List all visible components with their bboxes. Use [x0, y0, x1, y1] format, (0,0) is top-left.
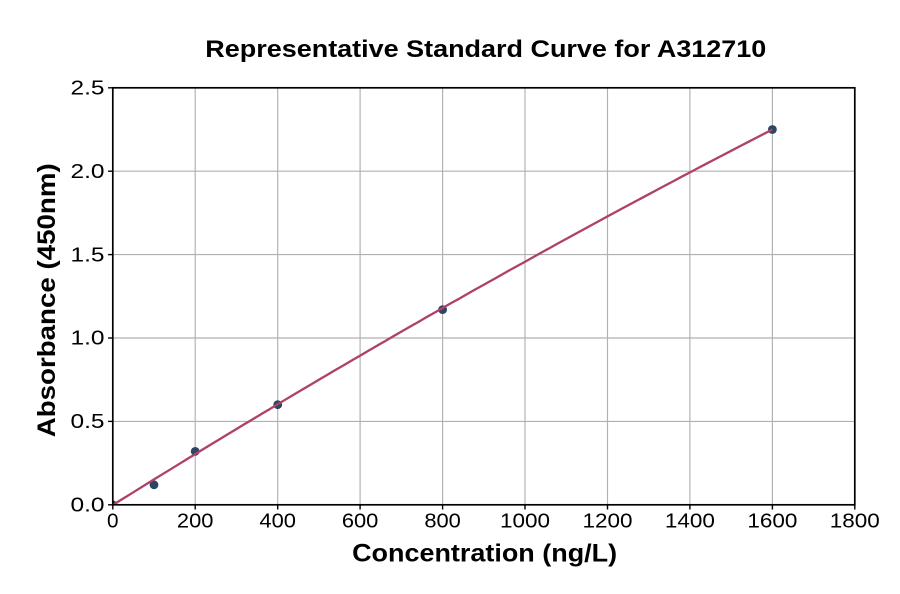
svg-text:400: 400	[259, 510, 296, 532]
svg-text:0.5: 0.5	[71, 411, 105, 433]
svg-text:0: 0	[107, 510, 119, 532]
svg-text:600: 600	[342, 510, 379, 532]
svg-text:Representative Standard Curve: Representative Standard Curve for A31271…	[205, 36, 766, 63]
svg-text:1200: 1200	[583, 510, 633, 532]
svg-text:1.5: 1.5	[71, 244, 105, 266]
svg-text:Absorbance (450nm): Absorbance (450nm)	[33, 163, 61, 437]
svg-text:1.0: 1.0	[71, 328, 105, 350]
svg-text:0.0: 0.0	[71, 495, 105, 517]
svg-text:1800: 1800	[830, 510, 880, 532]
svg-text:1000: 1000	[500, 510, 550, 532]
svg-text:200: 200	[177, 510, 214, 532]
svg-text:1600: 1600	[747, 510, 797, 532]
svg-text:2.5: 2.5	[71, 78, 105, 100]
svg-text:2.0: 2.0	[71, 161, 105, 183]
svg-text:1400: 1400	[665, 510, 715, 532]
svg-text:800: 800	[424, 510, 461, 532]
svg-text:Concentration (ng/L): Concentration (ng/L)	[352, 539, 617, 567]
